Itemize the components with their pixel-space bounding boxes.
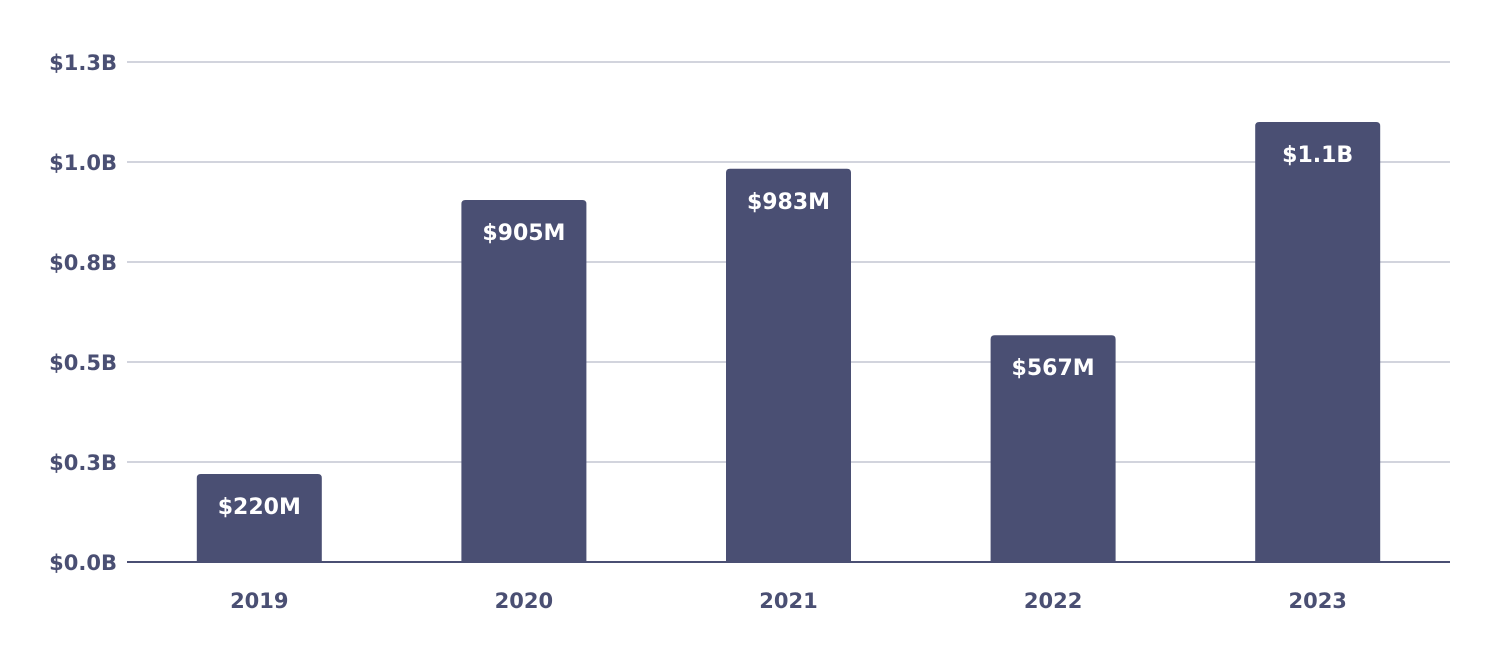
y-tick-label: $1.0B [49,151,117,175]
x-tick-label: 2022 [1024,589,1082,613]
y-tick-label: $0.5B [49,351,117,375]
x-tick-label: 2023 [1288,589,1346,613]
y-tick-label: $0.0B [49,551,117,575]
bar-data-label: $905M [482,221,565,246]
y-tick-label: $0.8B [49,251,117,275]
bar-data-label: $1.1B [1282,143,1353,168]
x-axis-tick-labels: 2019 2020 2021 2022 2023 [230,589,1347,613]
y-tick-label: $0.3B [49,451,117,475]
bar-data-label: $567M [1012,356,1095,381]
bar-data-label: $220M [218,495,301,520]
bar-2022 [990,335,1116,562]
x-tick-label: 2021 [759,589,817,613]
bars [196,122,1381,563]
y-axis-tick-labels: $0.0B $0.3B $0.5B $0.8B $1.0B $1.3B [49,51,117,575]
bar-2019 [196,474,322,562]
x-tick-label: 2020 [495,589,553,613]
bar-2021 [726,168,851,563]
bar-data-label: $983M [747,190,830,215]
bar-2020 [461,200,587,562]
x-tick-label: 2019 [230,589,288,613]
y-tick-label: $1.3B [49,51,117,75]
bar-2023 [1255,122,1381,562]
bar-data-labels: $220M $905M $983M $567M $1.1B [218,143,1353,520]
